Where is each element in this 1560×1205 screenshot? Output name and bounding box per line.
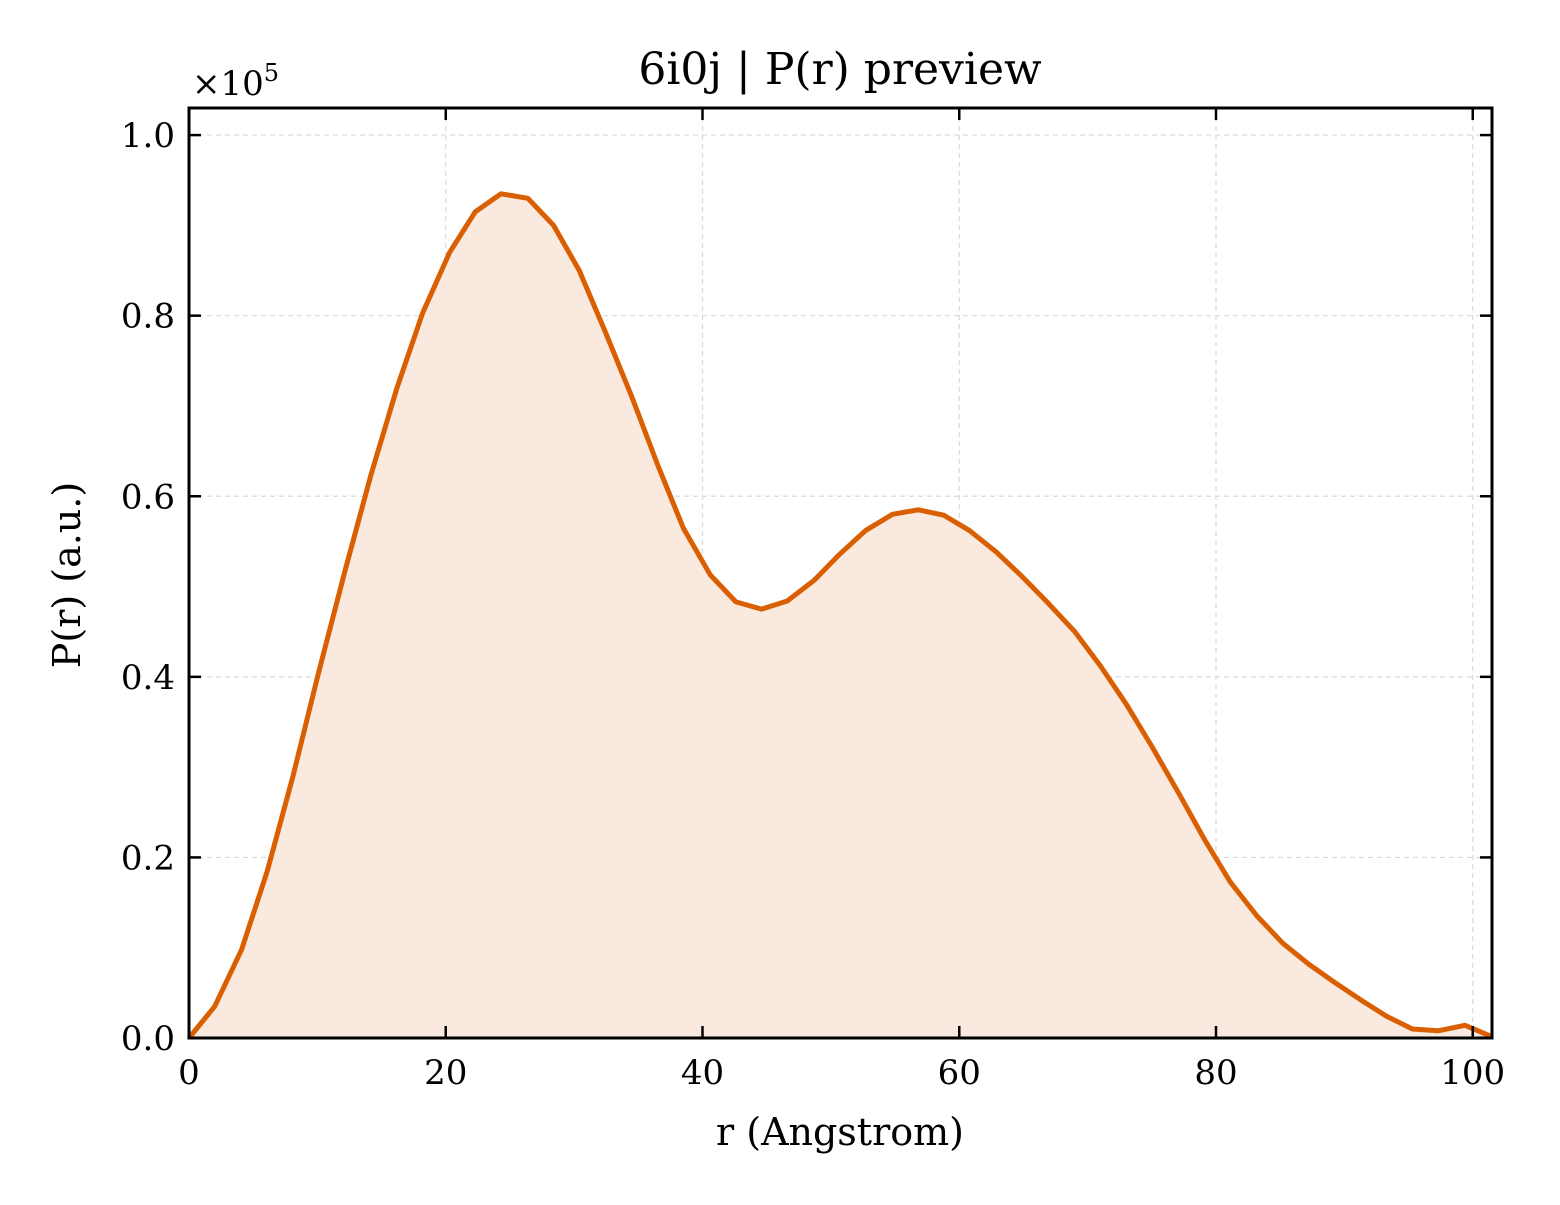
y-offset-base: ×10 xyxy=(192,64,264,104)
axis-ticks: 0 20 40 60 80 100 0.0 0.2 0.4 0.6 0.8 1.0 xyxy=(121,108,1505,1093)
x-tick-label: 80 xyxy=(1194,1053,1237,1093)
x-axis-label: r (Angstrom) xyxy=(716,1110,964,1154)
x-tick-label: 60 xyxy=(938,1053,981,1093)
x-tick-label: 20 xyxy=(424,1053,467,1093)
y-tick-label: 0.4 xyxy=(121,658,175,698)
y-tick-label: 0.6 xyxy=(121,477,175,517)
y-tick-label: 0.2 xyxy=(121,838,175,878)
y-offset-label: ×105 xyxy=(192,59,279,104)
series-line xyxy=(187,191,1492,1040)
y-tick-label: 1.0 xyxy=(121,116,175,156)
x-tick-label: 0 xyxy=(178,1053,200,1093)
y-tick-label: 0.0 xyxy=(121,1019,175,1059)
y-tick-label: 0.8 xyxy=(121,297,175,337)
x-tick-label: 100 xyxy=(1440,1053,1505,1093)
plot-frame xyxy=(187,106,1494,1040)
x-tick-label: 40 xyxy=(681,1053,724,1093)
chart-title: 6i0j | P(r) preview xyxy=(638,44,1042,95)
y-axis-label: P(r) (a.u.) xyxy=(45,482,89,668)
y-offset-exponent: 5 xyxy=(264,59,279,87)
area-fill xyxy=(189,193,1491,1038)
